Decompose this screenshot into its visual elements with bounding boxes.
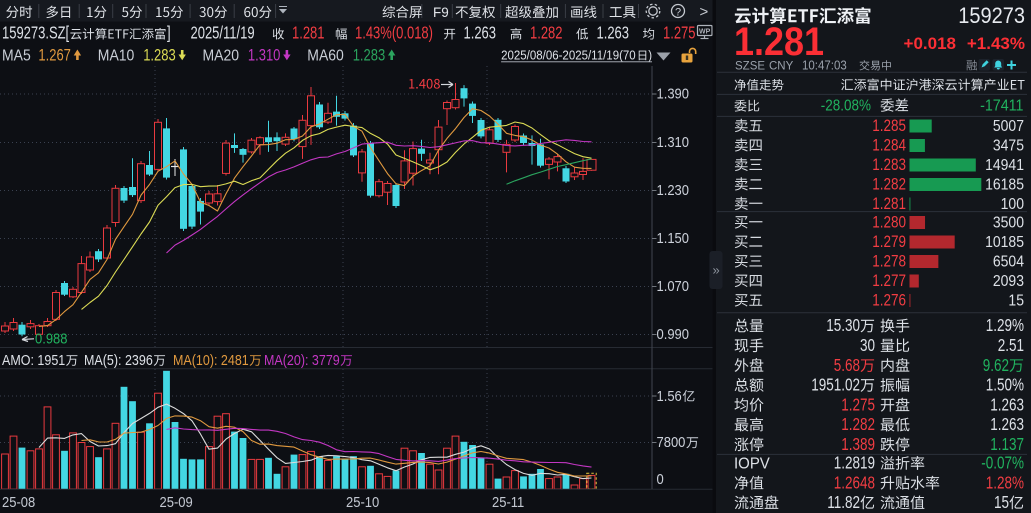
svg-text:1.277: 1.277: [872, 273, 906, 290]
svg-text:»: »: [713, 263, 720, 278]
svg-text:1.310: 1.310: [248, 47, 281, 65]
svg-text:25-09: 25-09: [160, 494, 193, 510]
svg-text:1.50%: 1.50%: [986, 376, 1024, 395]
svg-text:1.279: 1.279: [872, 234, 906, 251]
svg-text:1.310: 1.310: [657, 135, 690, 151]
svg-text:0.988: 0.988: [35, 331, 68, 347]
svg-text:15: 15: [1008, 292, 1024, 310]
svg-text:1.263: 1.263: [597, 24, 630, 43]
svg-text:1.280: 1.280: [872, 214, 906, 231]
svg-text:MA(5): 2396: MA(5): 2396: [84, 352, 153, 368]
svg-text:1.278: 1.278: [872, 253, 906, 270]
svg-text:1.283: 1.283: [353, 47, 386, 65]
svg-text:1.267: 1.267: [38, 47, 71, 65]
svg-text:1.263: 1.263: [990, 416, 1024, 435]
svg-text:1.230: 1.230: [657, 183, 690, 199]
svg-text:1.275: 1.275: [841, 396, 875, 415]
svg-text:16185: 16185: [985, 176, 1024, 194]
svg-text:MA(10): 2481: MA(10): 2481: [173, 352, 249, 368]
svg-text:9.62: 9.62: [983, 356, 1009, 375]
svg-text:1.275: 1.275: [663, 24, 696, 43]
svg-text:1.282: 1.282: [872, 176, 906, 193]
svg-text:2093: 2093: [993, 272, 1024, 290]
svg-text:1.285: 1.285: [872, 118, 906, 135]
svg-text:100: 100: [1001, 195, 1024, 213]
svg-text:1.281: 1.281: [734, 21, 824, 65]
svg-text:1.28%: 1.28%: [986, 474, 1024, 493]
svg-text:0: 0: [657, 471, 665, 487]
svg-text:+0.018: +0.018: [904, 34, 956, 53]
svg-text:1.150: 1.150: [657, 231, 690, 247]
svg-text:MA(20): 3779: MA(20): 3779: [264, 352, 340, 368]
svg-text:3475: 3475: [993, 137, 1024, 155]
svg-text:10:47:03: 10:47:03: [802, 58, 847, 73]
svg-text:1.283: 1.283: [872, 157, 906, 174]
svg-text:1.281: 1.281: [872, 196, 906, 213]
svg-text:1.070: 1.070: [657, 279, 690, 295]
svg-text:MA20: MA20: [203, 48, 240, 65]
svg-text:5007: 5007: [993, 117, 1024, 135]
svg-text:159273: 159273: [958, 4, 1025, 28]
svg-text:2025/11/19: 2025/11/19: [191, 24, 255, 43]
svg-text:5.68: 5.68: [834, 356, 861, 375]
svg-text:1.263: 1.263: [990, 396, 1024, 415]
svg-text:30: 30: [860, 336, 875, 355]
svg-text:1951.02: 1951.02: [811, 376, 860, 395]
svg-text:2.51: 2.51: [998, 336, 1024, 355]
svg-text:1.43%(0.018): 1.43%(0.018): [355, 24, 433, 43]
svg-text:25-08: 25-08: [2, 494, 35, 510]
svg-text:15.30: 15.30: [826, 317, 860, 336]
svg-text:MA60: MA60: [307, 48, 344, 65]
svg-text:F9: F9: [433, 4, 449, 20]
svg-text:-17411: -17411: [980, 97, 1023, 115]
svg-text:159273.SZ[: 159273.SZ[: [2, 24, 70, 43]
svg-text:25-11: 25-11: [492, 494, 524, 510]
svg-text:1.56: 1.56: [657, 388, 682, 404]
svg-text:2025/08/06-2025/11/19(70: 2025/08/06-2025/11/19(70: [501, 48, 636, 63]
svg-text:6504: 6504: [993, 253, 1024, 271]
svg-text:7800: 7800: [657, 435, 686, 451]
svg-text:IOPV: IOPV: [734, 455, 771, 472]
svg-text:?: ?: [675, 6, 681, 18]
svg-text:25-10: 25-10: [346, 494, 380, 510]
svg-text:WP: WP: [699, 28, 711, 35]
svg-text:-28.08%: -28.08%: [821, 98, 871, 115]
svg-text:1.282: 1.282: [530, 24, 563, 43]
svg-text:11.82: 11.82: [827, 494, 860, 513]
svg-text:1.2819: 1.2819: [834, 454, 875, 473]
svg-text:15: 15: [994, 494, 1009, 513]
svg-text:MA10: MA10: [98, 48, 135, 65]
svg-text:1.263: 1.263: [464, 24, 497, 43]
svg-text:1.390: 1.390: [657, 86, 690, 102]
svg-text:14941: 14941: [985, 156, 1024, 174]
svg-text:+1.43%: +1.43%: [967, 34, 1025, 53]
svg-text:1.29%: 1.29%: [986, 317, 1024, 336]
svg-text:>: >: [700, 4, 709, 21]
svg-text:1.389: 1.389: [841, 435, 875, 454]
svg-text:1.282: 1.282: [841, 416, 875, 435]
svg-text:1.2648: 1.2648: [834, 474, 876, 493]
svg-text:3500: 3500: [993, 214, 1024, 232]
svg-text:10185: 10185: [985, 233, 1024, 251]
svg-text:1.284: 1.284: [872, 137, 906, 154]
svg-text:1.281: 1.281: [292, 24, 325, 43]
svg-text:SZSE: SZSE: [735, 61, 765, 73]
svg-text:-0.07%: -0.07%: [981, 454, 1024, 473]
svg-text:AMO: 1951: AMO: 1951: [2, 352, 65, 368]
svg-text:1.283: 1.283: [143, 47, 176, 65]
svg-text:0.990: 0.990: [657, 327, 690, 343]
svg-text:): ): [648, 48, 652, 63]
svg-text:CNY: CNY: [769, 61, 794, 73]
svg-text:1.276: 1.276: [872, 292, 906, 309]
svg-text:1.137: 1.137: [990, 435, 1024, 454]
svg-text:MA5: MA5: [2, 48, 31, 65]
svg-text:]: ]: [167, 24, 171, 43]
